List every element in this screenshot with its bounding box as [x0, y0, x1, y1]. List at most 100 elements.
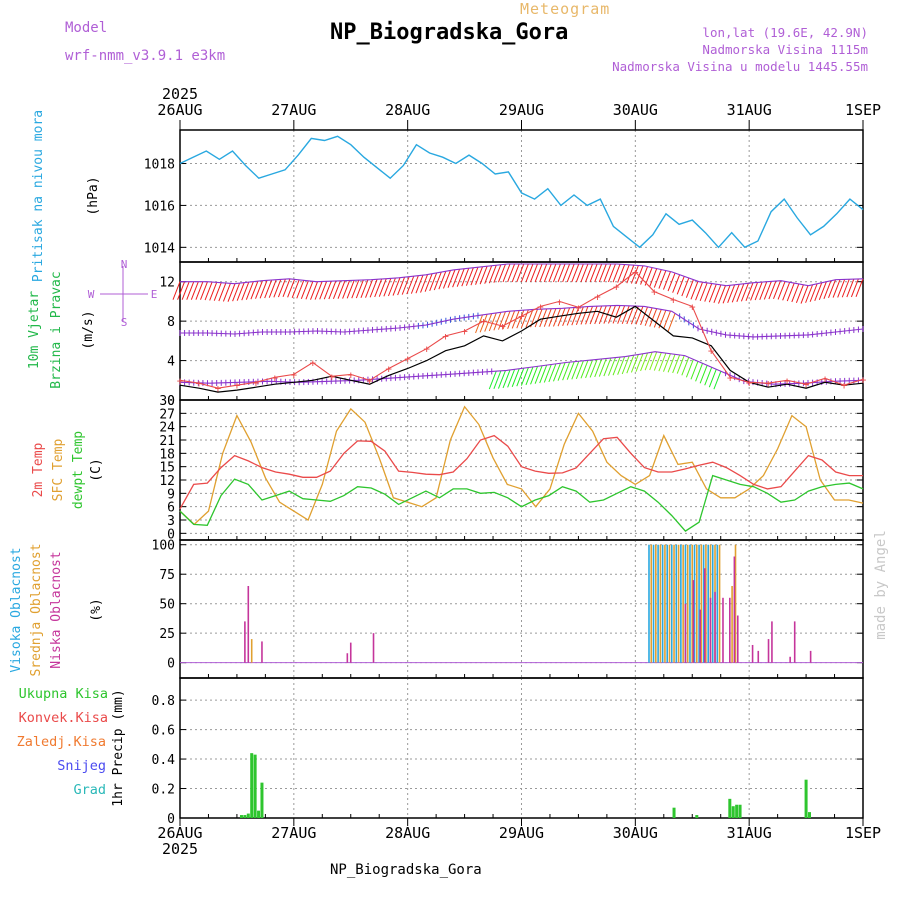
wind-barb	[548, 263, 557, 283]
wind-barb	[319, 281, 328, 300]
wind-barb	[855, 278, 864, 297]
y-tick-label: 30	[159, 394, 175, 409]
wind-barb	[300, 280, 309, 300]
wind-barb	[658, 352, 667, 372]
wind-barb	[571, 361, 580, 380]
wind-barb	[383, 278, 392, 297]
wind-barb	[332, 280, 341, 300]
wind-gust-marker: +	[518, 310, 525, 323]
wind-barb	[337, 280, 346, 299]
wind-barb	[488, 265, 497, 284]
wind-barb	[557, 263, 566, 283]
bottom-axis-label: 27AUG	[271, 824, 316, 842]
wind-barb	[773, 280, 781, 299]
wind-barb	[580, 263, 589, 283]
wind-barb	[649, 351, 658, 371]
wind-barb	[635, 353, 644, 372]
dewpt-line	[179, 474, 864, 532]
wind-barb	[365, 279, 373, 298]
wind-gust-marker: +	[537, 300, 544, 313]
bottom-axis-label: 30AUG	[613, 824, 658, 842]
temp2m-title: 2m Temp	[31, 442, 46, 497]
wind-barb	[415, 274, 424, 294]
wind-barb	[585, 263, 594, 283]
wind-barb	[704, 367, 713, 386]
wind-barb	[465, 267, 474, 286]
wind-barb	[571, 263, 580, 283]
wind-barb	[511, 263, 520, 283]
wind-barb	[525, 263, 534, 283]
top-axis-label: 1SEP	[845, 101, 881, 119]
wind-gust-marker: +	[177, 374, 184, 387]
wind-gust-marker: +	[291, 368, 298, 381]
wind-gust-marker: +	[404, 353, 411, 366]
wind-barb	[621, 264, 630, 284]
wind-barb	[397, 276, 406, 296]
wind-gust-marker: +	[784, 374, 791, 387]
wind-gust-marker: +	[689, 300, 696, 313]
wind-gust-marker: +	[803, 378, 810, 391]
cloud-unit: (%)	[89, 598, 104, 621]
y-tick-label: 50	[159, 598, 175, 613]
wind-gust-marker: +	[841, 379, 848, 392]
wind-barb	[534, 365, 543, 384]
y-tick-label: 0.4	[152, 753, 176, 768]
wind-barb	[378, 278, 387, 297]
y-tick-label: 75	[159, 568, 175, 583]
compass-east: E	[151, 288, 158, 301]
wind-barb	[663, 310, 671, 330]
wind-barb	[589, 305, 598, 325]
coords-label: lon,lat (19.6E, 42.9N)	[702, 25, 868, 40]
wind-barb	[410, 275, 419, 294]
wind-barb	[172, 281, 181, 300]
elevation-label: Nadmorska Visina 1115m	[702, 42, 868, 57]
wind-barb	[672, 274, 681, 293]
wind-barb	[612, 305, 621, 324]
wind-barb	[635, 265, 644, 285]
legend-grad: Grad	[73, 782, 106, 798]
wind-barb	[273, 279, 282, 298]
wind-barb	[209, 282, 218, 301]
bottom-axis-label: 28AUG	[385, 824, 430, 842]
wind-barb	[841, 279, 850, 298]
wind-barb	[598, 263, 607, 283]
wind-barb	[566, 263, 575, 283]
wind-barb	[346, 280, 355, 299]
wind-barb	[786, 282, 795, 302]
wind-gust-marker: +	[575, 301, 582, 314]
wind-gust-marker: +	[442, 330, 449, 343]
credit-label: made by Angel	[873, 530, 889, 640]
chart-kind-title: Meteogram	[520, 0, 611, 18]
wind-barb	[452, 269, 461, 288]
wind-barb	[470, 267, 479, 286]
wind-barb	[548, 363, 557, 383]
y-tick-label: 21	[159, 434, 175, 449]
bottom-axis-label: 29AUG	[499, 824, 544, 842]
wind-barb	[488, 370, 497, 390]
wind-barb	[507, 263, 516, 283]
precip-bar	[807, 812, 811, 818]
wind-barb	[507, 310, 516, 329]
wind-barb	[543, 364, 552, 383]
wind-barb	[690, 281, 699, 300]
wind-profile-2-line	[180, 263, 864, 287]
pressure-line	[179, 135, 864, 249]
y-tick-label: 0	[167, 812, 175, 827]
wind-barb	[291, 279, 300, 299]
wind-barb	[653, 269, 662, 288]
wind-barb	[502, 263, 511, 283]
wind-barb	[777, 281, 786, 300]
wind-barb	[552, 363, 561, 382]
wind-gust-marker: +	[594, 291, 601, 304]
wind-barb	[681, 357, 690, 376]
wind-barb	[282, 278, 291, 298]
wind-barb	[552, 263, 561, 283]
wind-barb	[310, 281, 318, 300]
wind-barb	[530, 366, 539, 385]
precip-bar	[253, 754, 257, 818]
wind-gust-marker: +	[670, 293, 677, 306]
legend-zaledj-kisa: Zaledj.Kisa	[17, 734, 106, 750]
wind-barb	[695, 282, 704, 301]
wind-barb	[539, 364, 548, 384]
temp-unit: (C)	[89, 458, 104, 481]
